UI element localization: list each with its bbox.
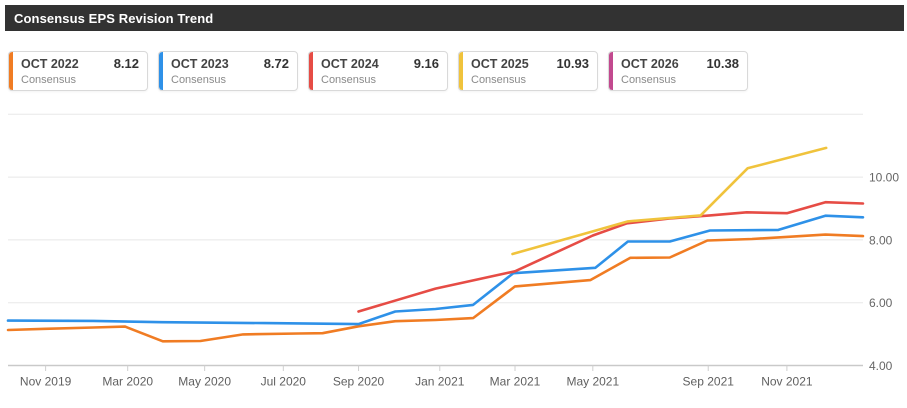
legend-sublabel: Consensus xyxy=(321,74,377,86)
legend-value: 9.16 xyxy=(413,56,439,71)
legend-period-label: OCT 2022 xyxy=(21,57,79,71)
legend-value: 10.38 xyxy=(706,56,739,71)
legend-period-label: OCT 2024 xyxy=(321,57,379,71)
legend-sublabel: Consensus xyxy=(621,74,677,86)
legend-sublabel: Consensus xyxy=(171,74,227,86)
x-axis-label: Jan 2021 xyxy=(415,375,465,389)
legend-card-oct-2022[interactable]: OCT 2022 8.12 Consensus xyxy=(8,51,148,91)
legend-sublabel: Consensus xyxy=(471,74,527,86)
legend-card-oct-2026[interactable]: OCT 2026 10.38 Consensus xyxy=(608,51,748,91)
legend-card-oct-2025[interactable]: OCT 2025 10.93 Consensus xyxy=(458,51,598,91)
legend-color-bar xyxy=(9,52,13,90)
legend-sublabel: Consensus xyxy=(21,74,77,86)
x-axis-label: Sep 2021 xyxy=(683,375,735,389)
x-axis-label: Jul 2020 xyxy=(261,375,307,389)
x-axis-label: Nov 2019 xyxy=(20,375,72,389)
x-axis-label: May 2020 xyxy=(178,375,231,389)
legend-period-label: OCT 2025 xyxy=(471,57,529,71)
x-axis-label: Mar 2020 xyxy=(102,375,153,389)
y-axis-label: 4.00 xyxy=(869,359,893,373)
legend-value: 8.12 xyxy=(113,56,139,71)
y-axis-label: 8.00 xyxy=(869,233,893,247)
legend-color-bar xyxy=(609,52,613,90)
page-title: Consensus EPS Revision Trend xyxy=(14,10,214,26)
legend-value: 8.72 xyxy=(263,56,289,71)
legend-period-label: OCT 2023 xyxy=(171,57,229,71)
series-line-oct-2025-consensus[interactable] xyxy=(511,146,828,256)
legend-color-bar xyxy=(459,52,463,90)
x-axis-label: Nov 2021 xyxy=(761,375,813,389)
x-axis-label: Mar 2021 xyxy=(490,375,541,389)
x-axis-label: May 2021 xyxy=(566,375,619,389)
legend-card-oct-2024[interactable]: OCT 2024 9.16 Consensus xyxy=(308,51,448,91)
legend-card-oct-2023[interactable]: OCT 2023 8.72 Consensus xyxy=(158,51,298,91)
legend-period-label: OCT 2026 xyxy=(621,57,679,71)
x-axis-label: Sep 2020 xyxy=(333,375,385,389)
title-bar: Consensus EPS Revision Trend xyxy=(5,5,904,31)
legend-value: 10.93 xyxy=(556,56,589,71)
legend-row: OCT 2022 8.12 Consensus OCT 2023 8.72 Consens… xyxy=(8,51,748,91)
y-axis-label: 10.00 xyxy=(869,171,899,185)
series-line-oct-2022-consensus[interactable] xyxy=(6,233,865,343)
series-line-oct-2023-consensus[interactable] xyxy=(6,214,865,326)
legend-color-bar xyxy=(159,52,163,90)
y-axis-label: 6.00 xyxy=(869,296,893,310)
eps-trend-chart: 4.00 6.00 8.00 10.00 Nov 2019 Mar 2020 May 202… xyxy=(0,100,907,403)
legend-color-bar xyxy=(309,52,313,90)
